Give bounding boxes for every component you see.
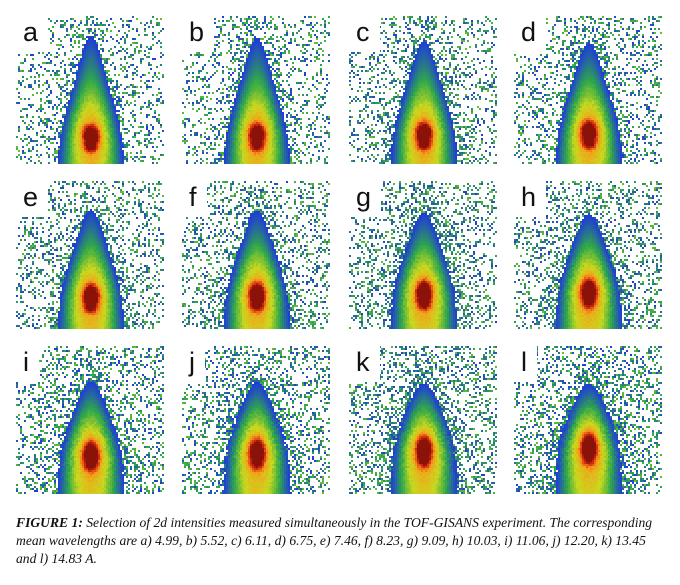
caption-text: Selection of 2d intensities measured sim… <box>16 515 653 566</box>
intensity-panel-d: d <box>514 16 662 164</box>
intensity-map-i <box>16 346 164 494</box>
panel-label-a: a <box>16 16 49 52</box>
panel-label-c: c <box>349 16 380 52</box>
panel-label-l: l <box>514 346 537 382</box>
panel-label-d: d <box>514 16 547 52</box>
intensity-panel-a: a <box>16 16 164 164</box>
figure-caption: FIGURE 1: Selection of 2d intensities me… <box>16 514 666 568</box>
intensity-panel-h: h <box>514 181 662 329</box>
intensity-panel-j: j <box>182 346 330 494</box>
panel-label-h: h <box>514 181 547 217</box>
panel-label-i: i <box>16 346 39 382</box>
figure-panel-grid: a b c d e f g h i j k l <box>16 16 662 494</box>
intensity-map-l <box>514 346 662 494</box>
panel-label-j: j <box>182 346 205 382</box>
caption-lead: FIGURE 1: <box>16 515 83 530</box>
intensity-panel-l: l <box>514 346 662 494</box>
intensity-panel-i: i <box>16 346 164 494</box>
intensity-map-f <box>182 181 330 329</box>
intensity-panel-b: b <box>182 16 330 164</box>
intensity-panel-k: k <box>349 346 497 494</box>
panel-label-e: e <box>16 181 49 217</box>
intensity-map-j <box>182 346 330 494</box>
intensity-panel-f: f <box>182 181 330 329</box>
intensity-panel-g: g <box>349 181 497 329</box>
panel-label-g: g <box>349 181 382 217</box>
panel-label-k: k <box>349 346 380 382</box>
panel-label-f: f <box>182 181 207 217</box>
intensity-panel-e: e <box>16 181 164 329</box>
panel-label-b: b <box>182 16 215 52</box>
intensity-panel-c: c <box>349 16 497 164</box>
